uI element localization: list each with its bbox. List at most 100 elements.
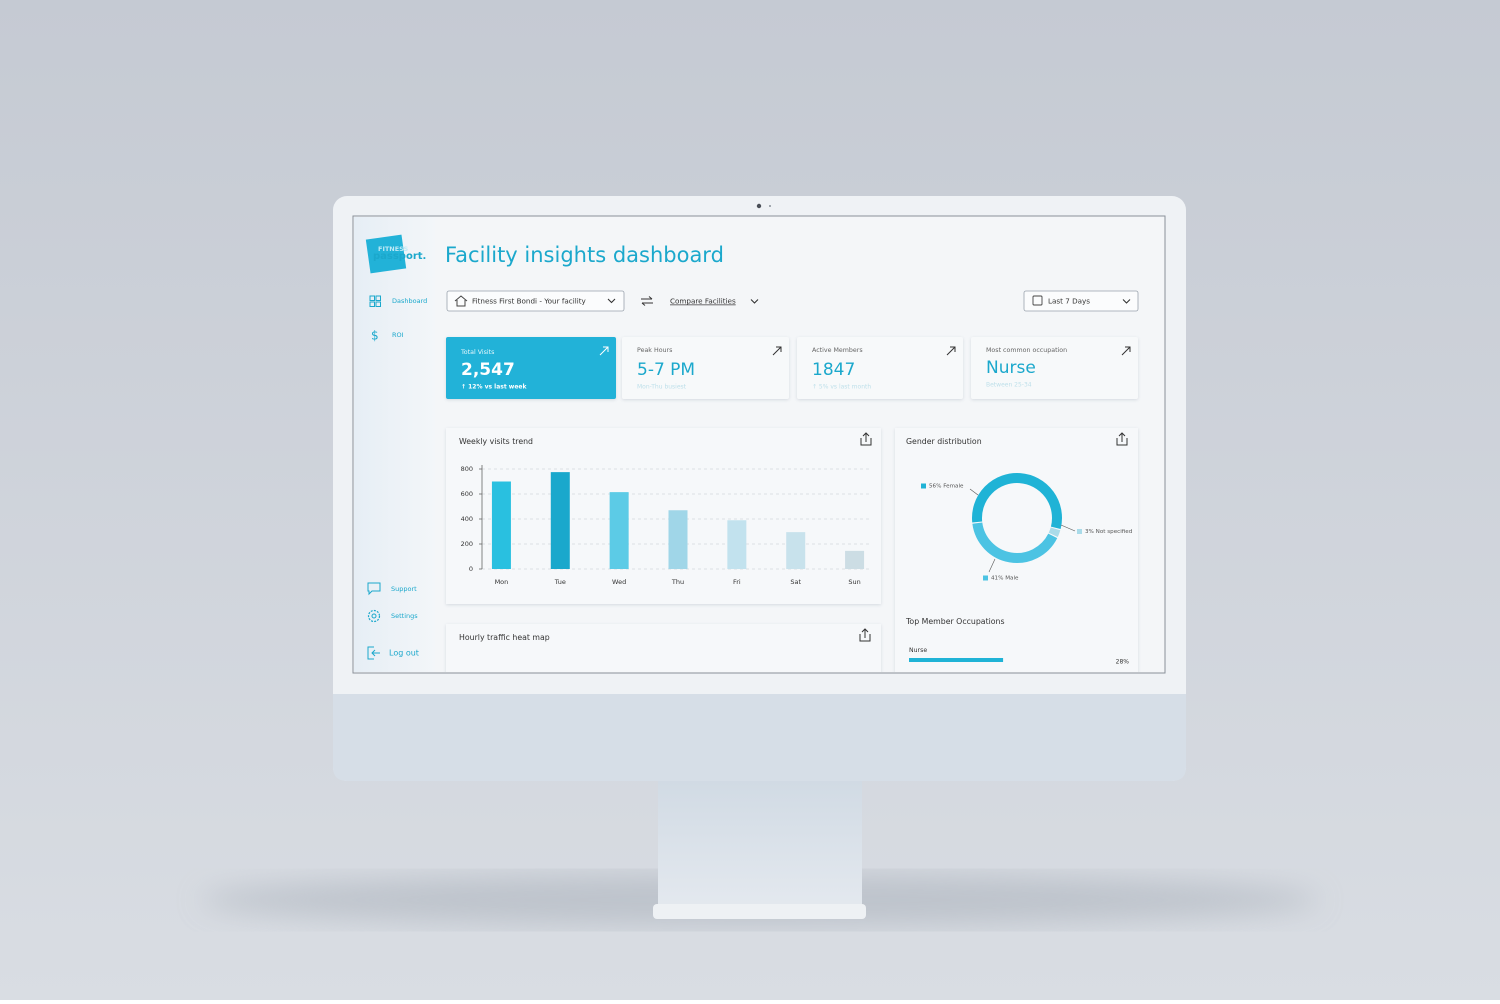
- bar[interactable]: [668, 510, 688, 569]
- logo-mark: [365, 234, 407, 274]
- nav-icon: [371, 613, 377, 619]
- arrow-icon: [599, 346, 609, 356]
- chevron: [750, 299, 759, 304]
- nav-item[interactable]: Log out: [389, 649, 419, 658]
- kpi-label: Most common occupation: [986, 347, 1067, 354]
- nav-icon: $: [371, 329, 379, 343]
- share-icon[interactable]: [859, 628, 871, 642]
- facility-label: Fitness First Bondi - Your facility: [472, 297, 587, 306]
- period-select[interactable]: [1023, 290, 1139, 312]
- bar[interactable]: [909, 658, 1004, 662]
- kpi-label: Active Members: [812, 347, 863, 354]
- bar[interactable]: [845, 550, 865, 569]
- stand-foot: [653, 904, 866, 919]
- bar[interactable]: [786, 532, 806, 569]
- x-tick-label: Tue: [554, 578, 566, 586]
- nav-icon: [369, 295, 375, 301]
- legend-swatch: [921, 483, 926, 489]
- arrow-icon: [772, 346, 782, 356]
- panel: [895, 428, 1138, 672]
- page-title: Facility insights dashboard: [445, 243, 724, 267]
- data-label: 28%: [1116, 659, 1130, 666]
- nav-icon: [369, 301, 375, 307]
- chevron: [607, 298, 616, 304]
- kpi-card[interactable]: [622, 337, 789, 399]
- panel: [446, 624, 881, 672]
- share-icon[interactable]: [1116, 432, 1128, 446]
- x-tick-label: Sun: [848, 578, 860, 586]
- x-tick-label: Wed: [612, 578, 626, 586]
- kpi-value: Nurse: [986, 358, 1036, 378]
- nav-item[interactable]: Dashboard: [392, 297, 427, 305]
- monitor-chin: [333, 694, 1186, 781]
- stand: [658, 770, 862, 910]
- kpi-card[interactable]: [446, 337, 616, 399]
- nav-item[interactable]: Settings: [391, 612, 418, 620]
- nav-icon: [367, 646, 380, 660]
- chart-title: Weekly visits trend: [459, 437, 533, 446]
- nav-icon: [375, 301, 381, 307]
- donut-segment[interactable]: [972, 473, 1062, 530]
- chart-title: Top Member Occupations: [905, 617, 1005, 626]
- sidebar: [354, 217, 435, 672]
- y-tick-label: 800: [461, 465, 473, 473]
- x-tick-label: Mon: [495, 578, 509, 586]
- chevron: [1122, 299, 1131, 304]
- leader-line: [969, 488, 979, 496]
- x-tick-label: Sat: [790, 578, 801, 586]
- arrow-icon: [946, 346, 956, 356]
- data-label: 41% Male: [991, 576, 1019, 582]
- facility-select[interactable]: [446, 290, 625, 312]
- x-tick-label: Fri: [733, 578, 741, 586]
- kpi-card[interactable]: [797, 337, 963, 399]
- kpi-note: Mon-Thu busiest: [637, 384, 687, 391]
- nav-icon: [367, 582, 381, 596]
- camera: [756, 203, 762, 209]
- y-tick-label: 600: [461, 490, 473, 498]
- chart-title: Gender distribution: [906, 437, 982, 446]
- nav-icon: [375, 295, 381, 301]
- kpi-value: 2,547: [461, 360, 515, 380]
- arrow-icon: [1121, 346, 1131, 356]
- panel: [446, 428, 881, 604]
- legend-swatch: [1077, 529, 1082, 534]
- donut-segment[interactable]: [972, 522, 1058, 563]
- bar[interactable]: [609, 492, 629, 569]
- share-icon[interactable]: [860, 432, 872, 446]
- y-tick-label: 400: [461, 515, 473, 523]
- kpi-label: Total Visits: [460, 349, 494, 356]
- nav-item[interactable]: Support: [391, 585, 417, 593]
- kpi-value: 1847: [812, 360, 855, 380]
- y-tick-label: 0: [469, 565, 473, 573]
- legend-swatch: [983, 575, 988, 581]
- nav-item[interactable]: ROI: [392, 331, 404, 339]
- bar[interactable]: [550, 472, 570, 569]
- kpi-note: Between 25-34: [986, 382, 1032, 389]
- kpi-card[interactable]: [971, 337, 1138, 399]
- compare-link[interactable]: Compare Facilities: [670, 297, 736, 306]
- donut-segment[interactable]: [1048, 527, 1061, 538]
- period-label: Last 7 Days: [1048, 297, 1090, 306]
- swap-icon: [641, 296, 653, 306]
- home-icon: [454, 295, 468, 307]
- bar[interactable]: [491, 481, 511, 570]
- kpi-note: ↑ 5% vs last month: [812, 384, 871, 391]
- logo-line2: passport.: [373, 251, 426, 262]
- x-tick-label: Thu: [671, 578, 684, 586]
- y-tick-label: 200: [461, 540, 473, 548]
- data-label: 56% Female: [929, 484, 964, 490]
- leader-line: [988, 558, 996, 573]
- calendar-icon: [1032, 295, 1043, 306]
- camera-dot: [769, 205, 771, 207]
- kpi-label: Peak Hours: [637, 347, 672, 354]
- nav-icon: [367, 609, 381, 623]
- leader-line: [1060, 524, 1076, 532]
- kpi-value: 5-7 PM: [637, 360, 695, 380]
- bar[interactable]: [727, 520, 747, 569]
- data-label: 3% Not specified: [1085, 529, 1133, 535]
- kpi-note: ↑ 12% vs last week: [461, 384, 527, 391]
- category-label: Nurse: [909, 647, 927, 654]
